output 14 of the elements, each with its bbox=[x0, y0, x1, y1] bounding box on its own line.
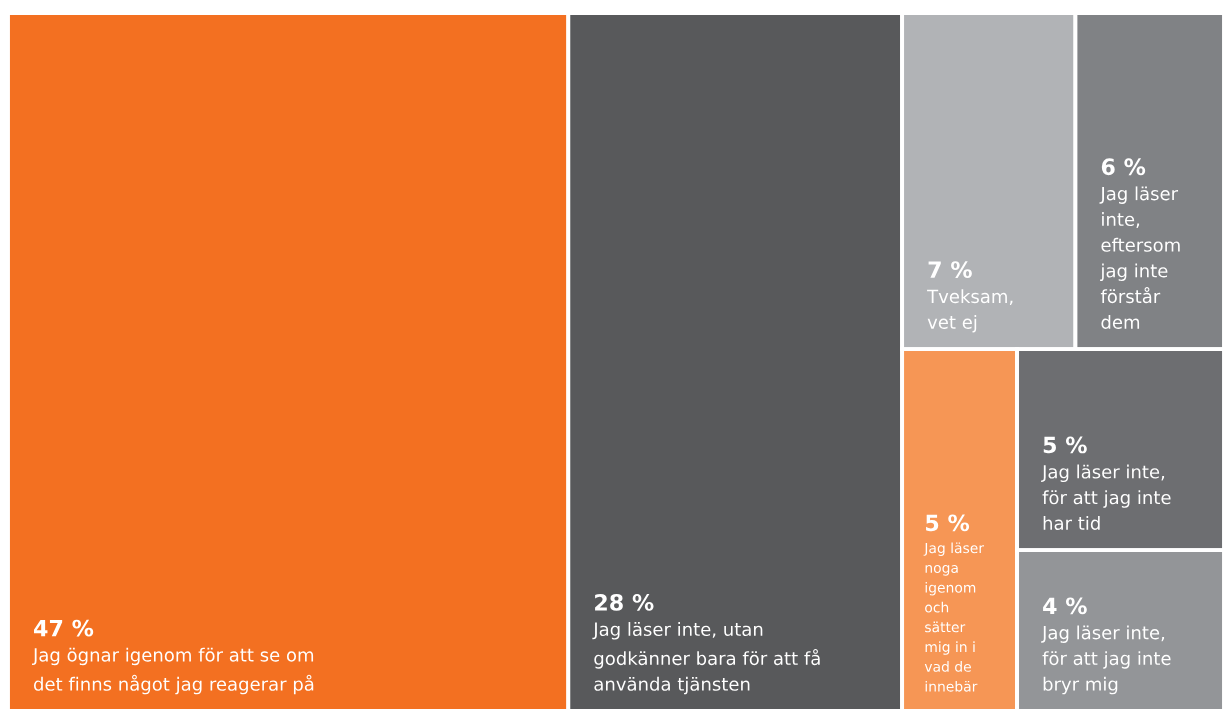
data-label: 6 % bbox=[1101, 158, 1146, 176]
category-label: Jag läser noga igenom och sätter mig in i vad de innebär bbox=[923, 542, 985, 692]
category-label: Jag läser inte, för att jag inte bryr mig bbox=[1041, 625, 1171, 695]
data-label: 28 % bbox=[595, 593, 654, 611]
category-label: Jag läser inte, utan godkänner bara för att få använda tjänsten bbox=[592, 622, 820, 695]
category-label: Jag läser inte, för att jag inte har tid bbox=[1041, 464, 1171, 530]
data-label: 5 % bbox=[926, 514, 970, 532]
category-label: Tveksam, vet ej bbox=[927, 289, 1013, 333]
data-label: 7 % bbox=[928, 261, 972, 278]
data-label: 5 % bbox=[1043, 436, 1087, 454]
category-label: Jag ögnar igenom för att se om det finns något jag reagerar på bbox=[32, 647, 314, 695]
category-label: Jag läser inte, eftersom jag inte förstår dem bbox=[1099, 186, 1180, 329]
data-label: 4 % bbox=[1043, 597, 1087, 615]
data-label: 47 % bbox=[34, 619, 94, 637]
